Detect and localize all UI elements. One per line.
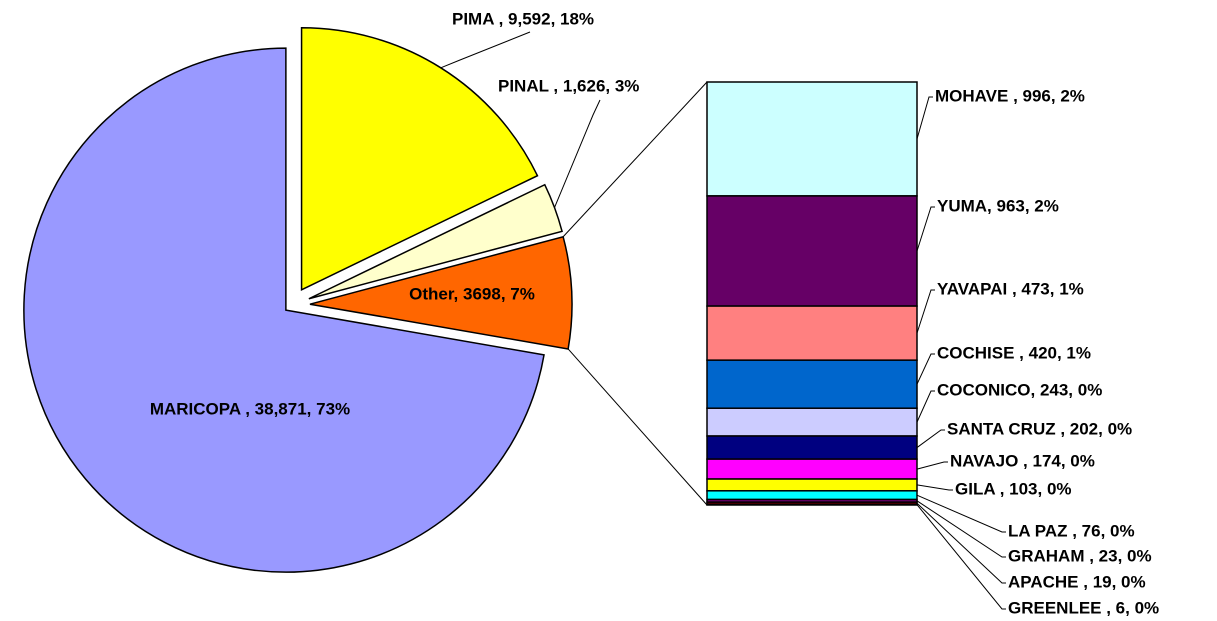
leader-line [916, 206, 935, 252]
connector-line [567, 348, 708, 506]
bar-segment [706, 435, 918, 460]
pie-slice [309, 235, 573, 350]
pie-slice [23, 47, 545, 573]
data-label: YAVAPAI , 473, 1% [937, 279, 1084, 298]
leader-line [916, 494, 1006, 533]
leader-line [916, 353, 935, 385]
leader-line [554, 99, 601, 208]
connector-line [562, 81, 708, 238]
leader-line [916, 96, 933, 140]
leader-line [916, 289, 935, 334]
bar-segment [706, 407, 918, 437]
bar-segment [706, 478, 918, 492]
data-label: APACHE , 19, 0% [1008, 572, 1146, 591]
data-label: MOHAVE , 996, 2% [935, 86, 1085, 105]
data-label: PIMA , 9,592, 18% [452, 9, 594, 28]
data-label: SANTA CRUZ , 202, 0% [947, 419, 1132, 438]
data-label: NAVAJO , 174, 0% [950, 451, 1095, 470]
bar-segment [706, 458, 918, 480]
leader-line [916, 390, 935, 423]
bar-segment [706, 305, 918, 361]
bar-segment [706, 359, 918, 409]
data-label: YUMA, 963, 2% [937, 196, 1059, 215]
data-label: Other, 3698, 7% [409, 284, 535, 303]
leader-line [916, 502, 1006, 584]
data-label: COCONICO, 243, 0% [937, 380, 1102, 399]
pie-slice [300, 27, 539, 291]
bar-segment [706, 503, 918, 506]
bar-segment [706, 490, 918, 501]
leader-line [916, 429, 945, 448]
leader-line [916, 461, 948, 470]
leader-line [440, 31, 531, 69]
data-label: GREENLEE , 6, 0% [1008, 598, 1159, 617]
data-label: GRAHAM , 23, 0% [1008, 546, 1152, 565]
leader-line [916, 484, 953, 491]
data-label: COCHISE , 420, 1% [937, 343, 1091, 362]
data-label: PINAL , 1,626, 3% [498, 76, 639, 95]
leader-line [916, 500, 1006, 558]
leader-line [916, 504, 1006, 610]
bar-segment [706, 81, 918, 197]
data-label: LA PAZ , 76, 0% [1008, 521, 1135, 540]
data-label: GILA , 103, 0% [955, 479, 1072, 498]
data-label: MARICOPA , 38,871, 73% [150, 399, 350, 418]
bar-segment [706, 195, 918, 307]
